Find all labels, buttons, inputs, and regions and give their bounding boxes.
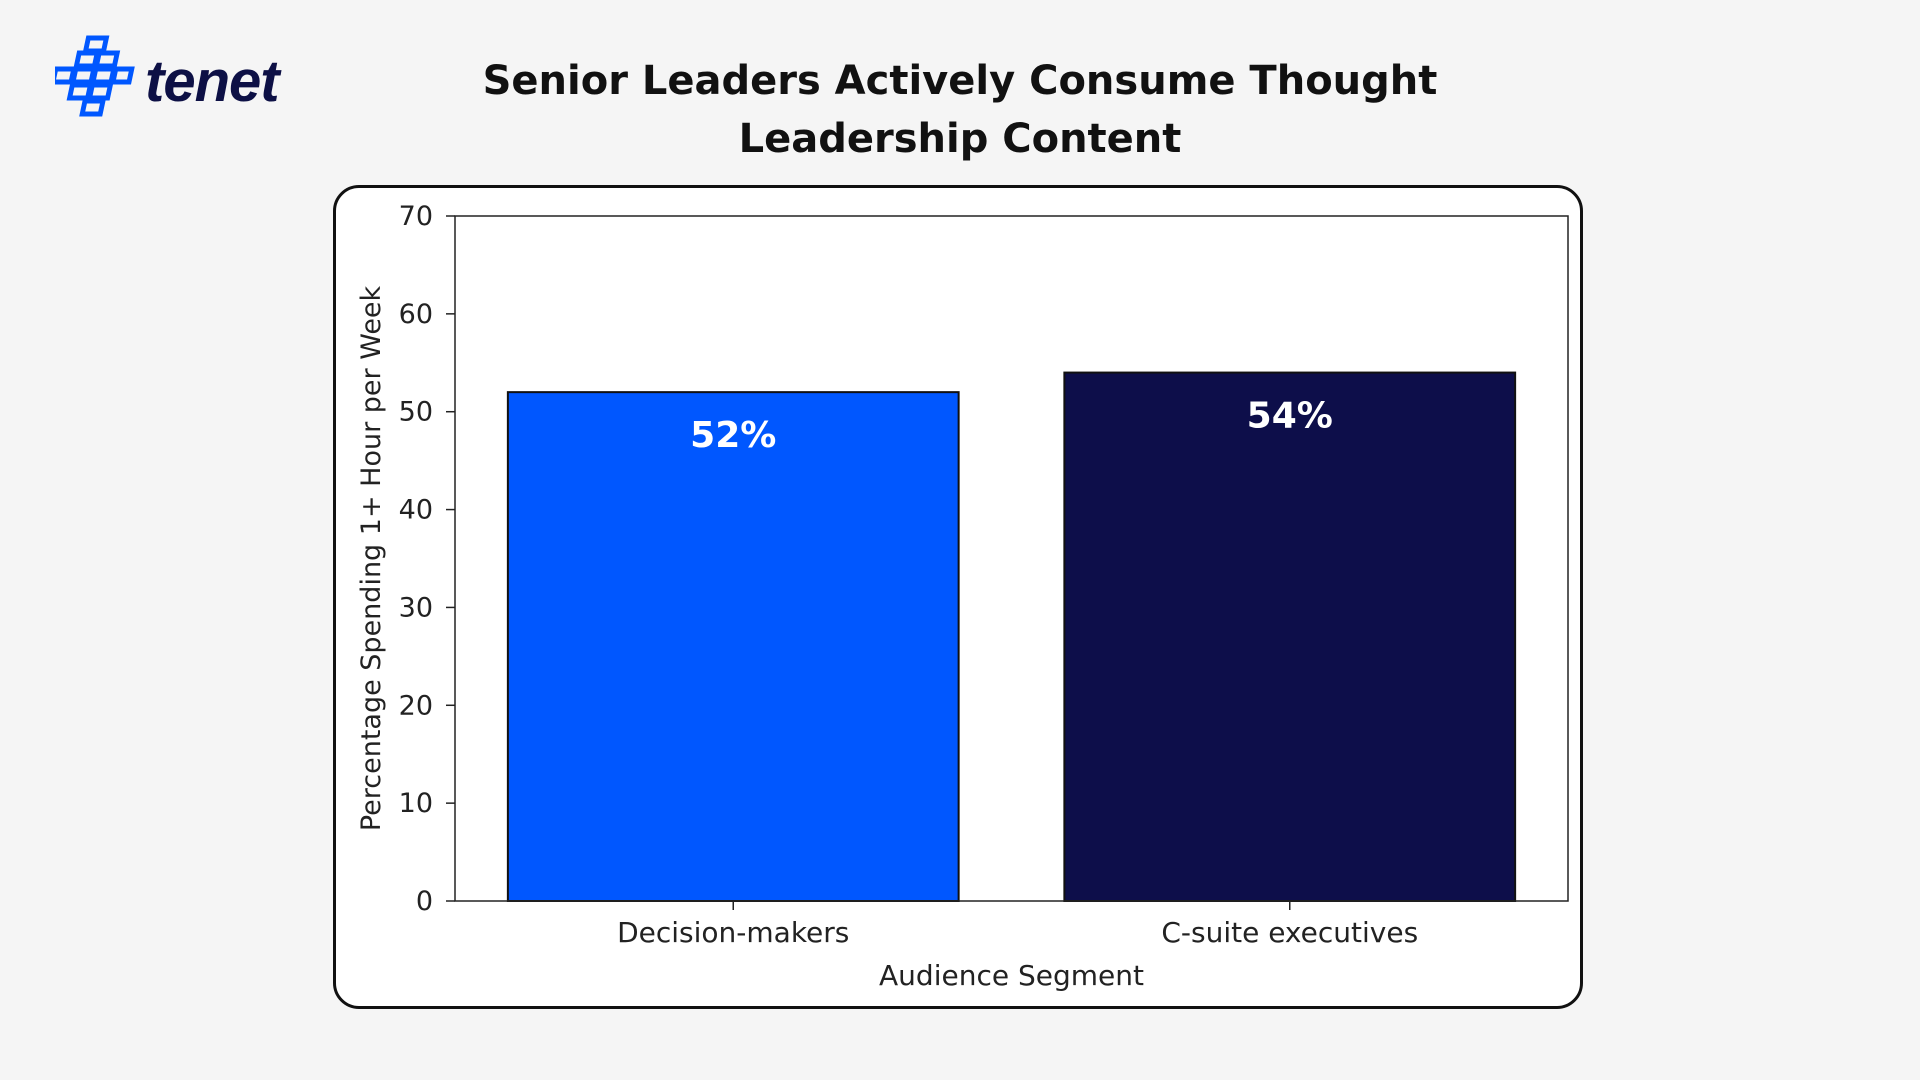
bar-chart: 0 10 20 30 40 50 60 70 52% 54% Decision-makers C-…	[356, 201, 1569, 992]
bar-value-label: 52%	[690, 415, 776, 456]
y-tick-label: 30	[399, 592, 433, 623]
tenet-logo: tenet	[55, 35, 280, 127]
bar-value-label: 54%	[1247, 396, 1333, 437]
x-tick-label: Decision-makers	[617, 916, 849, 949]
y-tick-label: 40	[399, 495, 433, 526]
plot-frame	[454, 215, 1569, 902]
y-tick-label: 70	[399, 201, 433, 232]
chart-card: 0 10 20 30 40 50 60 70 52% 54% Decision-makers C-…	[333, 185, 1583, 1009]
bar	[1063, 371, 1517, 903]
x-axis-label: Audience Segment	[879, 959, 1144, 992]
bar	[506, 391, 960, 902]
y-axis-label: Percentage Spending 1+ Hour per Week	[356, 285, 387, 831]
y-tick-label: 60	[399, 299, 433, 330]
y-tick-label: 10	[399, 788, 433, 819]
y-tick-label: 50	[399, 397, 433, 428]
tenet-cross-logo-icon	[55, 35, 135, 117]
x-tick-label: C-suite executives	[1161, 916, 1418, 949]
y-tick-label: 20	[399, 690, 433, 721]
y-tick-label: 0	[416, 886, 433, 917]
page-title: Senior Leaders Actively Consume Thought …	[482, 58, 1438, 162]
brand-name: tenet	[145, 48, 280, 114]
